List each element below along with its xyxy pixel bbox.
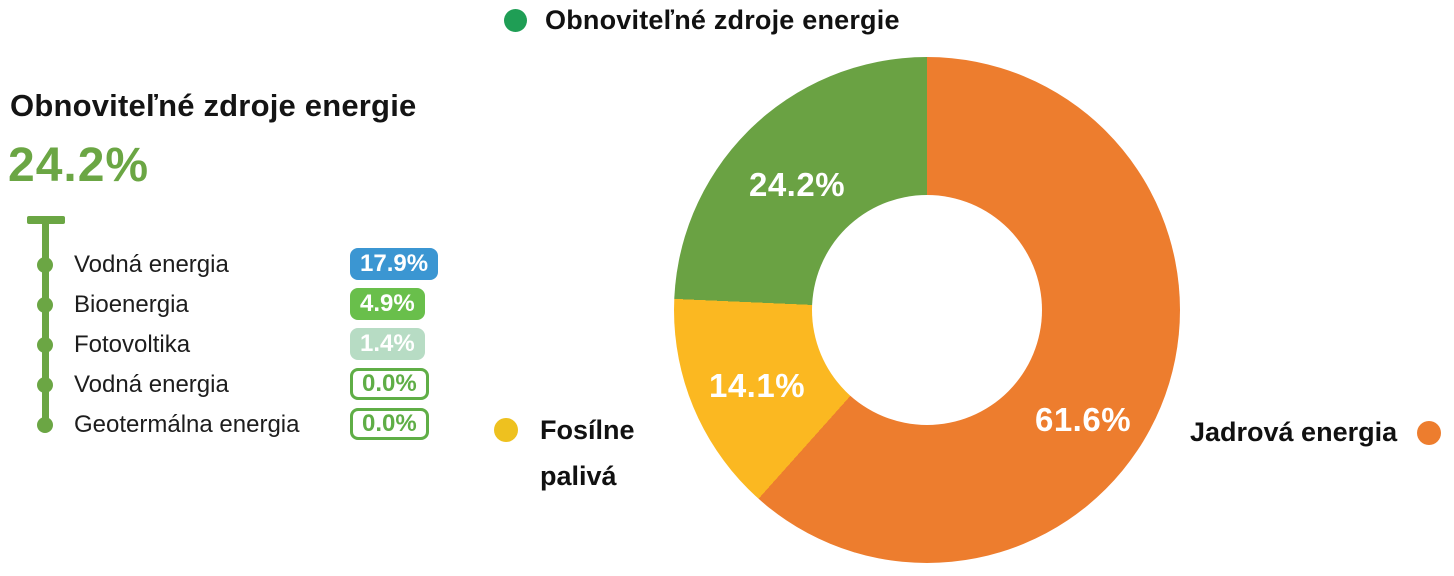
slice-label-renewables: 24.2% — [748, 166, 846, 203]
item-label: Fotovoltika — [74, 331, 191, 358]
list-item: Fotovoltika 1.4% — [37, 325, 464, 365]
donut-chart — [674, 57, 1180, 563]
renewables-dot-icon — [504, 9, 527, 32]
bullet-dot-icon — [37, 377, 53, 393]
value-badge: 1.4% — [350, 328, 425, 360]
list-item: Bioenergia 4.9% — [37, 285, 464, 325]
legend-renewables: Obnoviteľné zdroje energie — [504, 5, 900, 36]
legend-nuclear-label: Jadrová energia — [1190, 417, 1398, 447]
legend-nuclear: Jadrová energia — [1190, 417, 1442, 448]
breakdown-title: Obnoviteľné zdroje energie — [10, 88, 417, 123]
item-label: Vodná energia — [74, 371, 229, 398]
list-item: Geotermálna energia 0.0% — [37, 405, 464, 445]
bullet-dot-icon — [37, 417, 53, 433]
donut-hole — [812, 195, 1042, 425]
value-badge: 0.0% — [350, 368, 429, 400]
item-label: Geotermálna energia — [74, 411, 300, 438]
legend-fossil: Fosílne palivá — [494, 407, 658, 499]
slice-label-fossil: 14.1% — [708, 367, 806, 404]
bullet-dot-icon — [37, 337, 53, 353]
value-badge: 4.9% — [350, 288, 425, 320]
breakdown-list: Vodná energia 17.9% Bioenergia 4.9% Foto… — [37, 245, 464, 445]
connector-line — [42, 219, 49, 431]
slice-label-nuclear: 61.6% — [1034, 401, 1132, 438]
list-item: Vodná energia 0.0% — [37, 365, 464, 405]
list-item: Vodná energia 17.9% — [37, 245, 464, 285]
item-label: Vodná energia — [74, 251, 229, 278]
fossil-dot-icon — [494, 418, 518, 442]
value-badge: 0.0% — [350, 408, 429, 440]
legend-renewables-label: Obnoviteľné zdroje energie — [545, 5, 900, 35]
legend-fossil-label: Fosílne palivá — [540, 415, 635, 491]
nuclear-dot-icon — [1417, 420, 1442, 445]
breakdown-total-percent: 24.2% — [8, 139, 150, 192]
value-badge: 17.9% — [350, 248, 439, 280]
bullet-dot-icon — [37, 297, 53, 313]
bullet-dot-icon — [37, 257, 53, 273]
item-label: Bioenergia — [74, 291, 189, 318]
